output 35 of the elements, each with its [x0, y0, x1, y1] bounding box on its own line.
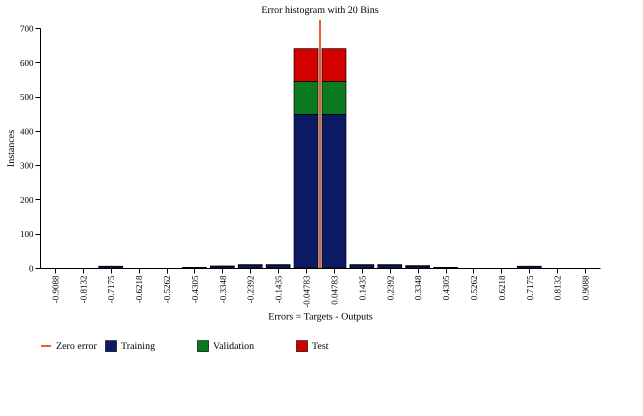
x-tick-label: 0.6218 [496, 275, 507, 300]
x-tick-label: -0.1435 [274, 275, 284, 304]
x-tick-label: -0.2392 [246, 276, 256, 304]
y-tick-label: 100 [20, 229, 34, 240]
x-tick-label: 0.1435 [357, 275, 368, 300]
x-tick-label: -0.5262 [162, 276, 172, 304]
chart-title: Error histogram with 20 Bins [261, 5, 379, 16]
x-tick-label: 0.9088 [580, 275, 591, 300]
y-tick-label: 500 [20, 92, 34, 102]
x-tick-label: 0.3348 [413, 275, 424, 300]
legend-label: Training [121, 341, 156, 352]
x-tick-label: 0.04783 [329, 275, 340, 305]
x-tick-label: -0.4305 [190, 275, 200, 304]
x-tick-label: 0.5262 [468, 276, 479, 300]
x-tick-label: -0.9088 [50, 275, 60, 304]
x-tick-label: -0.04783 [302, 275, 312, 308]
y-tick-label: 600 [20, 58, 34, 68]
y-tick-label: 200 [20, 194, 34, 205]
x-tick-label: 0.8132 [552, 276, 563, 300]
x-tick-label: 0.2392 [385, 276, 396, 300]
y-tick-label: 0 [29, 264, 34, 274]
legend-label: Validation [213, 341, 254, 352]
x-tick-label: -0.8132 [78, 276, 88, 304]
legend-label: Test [312, 341, 329, 352]
legend-label: Zero error [56, 341, 98, 352]
y-axis-title: Instances [6, 130, 17, 168]
y-tick-label: 700 [20, 24, 34, 34]
x-tick-label: -0.7175 [106, 275, 116, 304]
x-tick-label: 0.7175 [524, 275, 535, 300]
y-tick-label: 300 [20, 160, 34, 171]
y-tick-label: 400 [20, 126, 34, 136]
x-tick-label: -0.6218 [134, 275, 144, 304]
x-tick-label: -0.3348 [218, 275, 228, 304]
x-tick-label: 0.4305 [441, 275, 452, 300]
x-axis-title: Errors = Targets - Outputs [268, 312, 373, 323]
